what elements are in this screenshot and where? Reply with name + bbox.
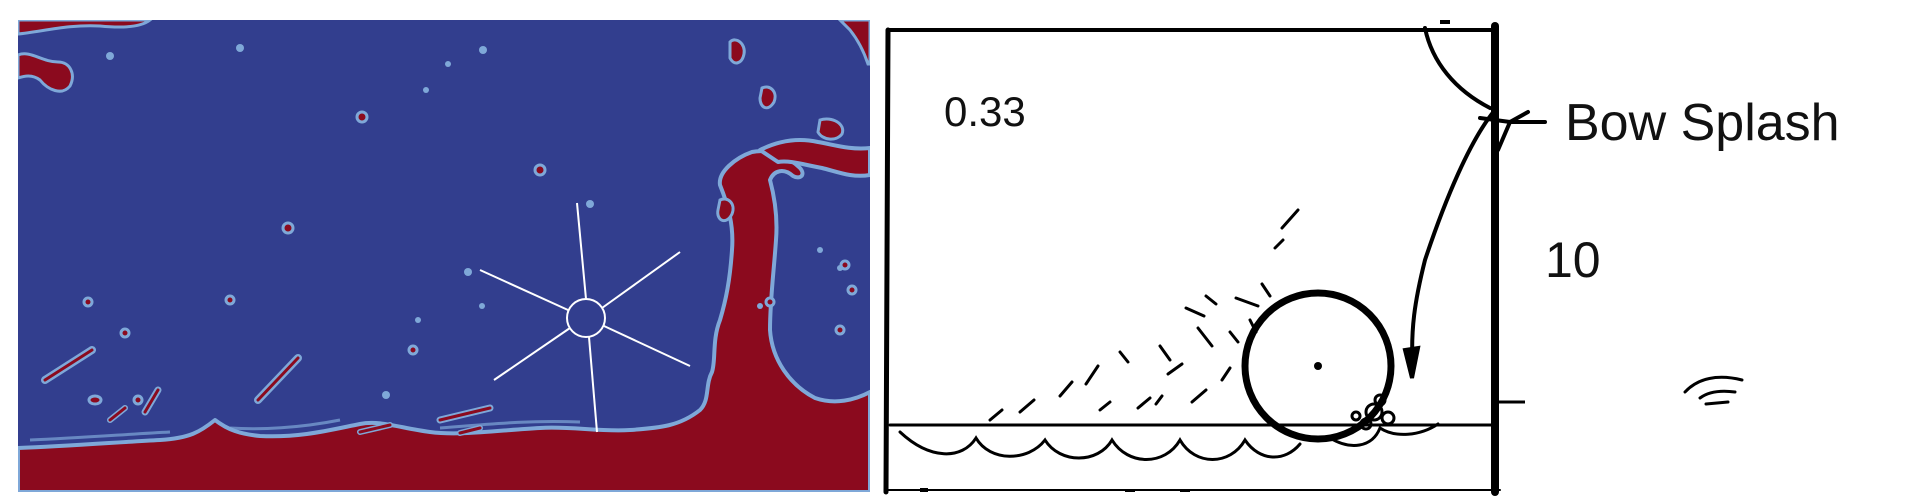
small-air-bubbles	[106, 44, 843, 399]
spray-strokes	[988, 208, 1300, 422]
contact-foam	[1350, 393, 1396, 431]
far-splash-mark	[1683, 375, 1744, 406]
scale-label: 10	[1545, 232, 1601, 288]
bow-splash-arcs	[1402, 26, 1547, 379]
water-region	[18, 149, 870, 492]
scan-specks	[920, 20, 1450, 492]
sketch-cylinder	[1241, 289, 1395, 443]
droplets	[82, 110, 858, 406]
top-right-splash	[758, 20, 870, 141]
time-label: 0.33	[944, 88, 1026, 135]
sketch-panel: 0.33 10 Bow Splash	[883, 20, 1840, 496]
top-left-splash	[18, 20, 746, 93]
simulation-panel	[18, 20, 870, 492]
crest-blob	[716, 197, 735, 223]
sketch-frame	[883, 22, 1501, 496]
interface-foam	[29, 418, 581, 442]
cylinder-overlay	[479, 202, 691, 433]
ligaments	[41, 346, 494, 436]
bow-splash-label: Bow Splash	[1565, 94, 1840, 152]
splash-crest	[758, 138, 870, 178]
free-surface	[888, 422, 1497, 461]
